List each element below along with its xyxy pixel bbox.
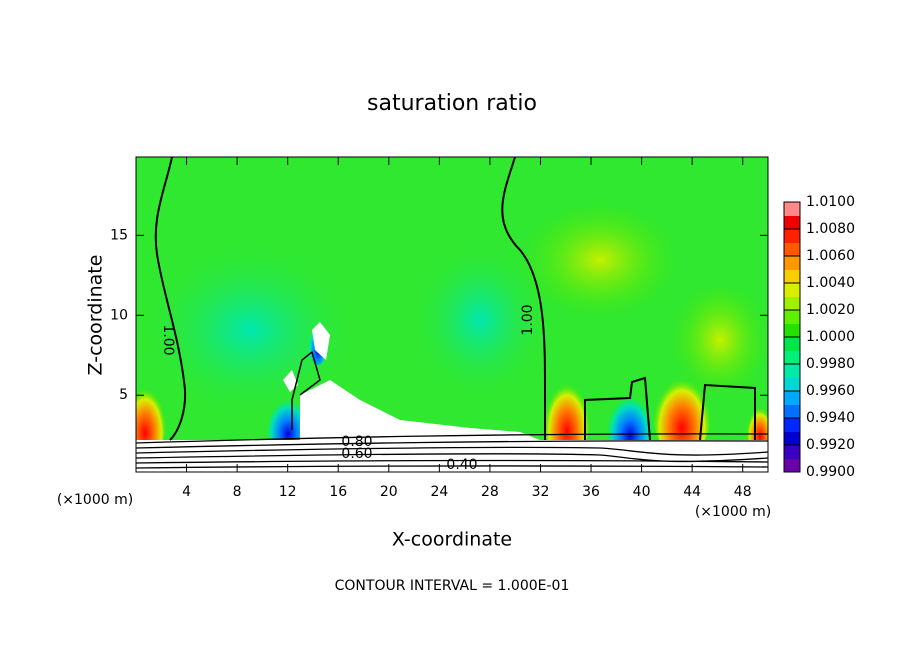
- chart-title: saturation ratio: [367, 91, 537, 116]
- colorbar-band: [784, 404, 800, 419]
- colorbar-band: [784, 445, 800, 459]
- colorbar-band: [784, 364, 800, 378]
- colorbar-band: [784, 391, 800, 405]
- colorbar-band: [784, 215, 800, 230]
- colorbar-band: [784, 256, 800, 270]
- y-tick-label: 5: [119, 387, 128, 403]
- colorbar-tick-label: 0.9900: [806, 464, 855, 480]
- colorbar-band: [784, 269, 800, 284]
- x-tick-label: 32: [532, 484, 550, 500]
- colorbar-band: [784, 431, 800, 446]
- colorbar-band: [784, 350, 800, 365]
- x-unit-label: (×1000 m): [57, 492, 133, 508]
- y-axis-label: Z-coordinate: [85, 255, 107, 376]
- contour-label: 1.00: [520, 304, 536, 335]
- colorbar-tick-label: 0.9940: [806, 410, 855, 426]
- colorbar-band: [784, 323, 800, 338]
- x-tick-label: 44: [683, 484, 701, 500]
- x-tick-label: 48: [734, 484, 752, 500]
- contour-label: 0.80: [341, 434, 372, 450]
- colorbar-tick-label: 1.0080: [806, 221, 855, 237]
- colorbar-band: [784, 283, 800, 297]
- x-tick-label: 12: [279, 484, 297, 500]
- colorbar-tick-label: 1.0060: [806, 248, 855, 264]
- y-tick-label: 10: [110, 307, 128, 323]
- footer: CONTOUR INTERVAL = 1.000E-01: [335, 578, 570, 594]
- colorbar-band: [784, 337, 800, 351]
- plot-frame: [135, 156, 769, 473]
- colorbar-band: [784, 458, 800, 473]
- x-tick-label: 8: [233, 484, 242, 500]
- x-tick-label: 24: [430, 484, 448, 500]
- colorbar-tick-label: 0.9920: [806, 437, 855, 453]
- contour-label: 1.00: [160, 324, 176, 355]
- colorbar-tick-label: 0.9980: [806, 356, 855, 372]
- x-tick-label: 40: [633, 484, 651, 500]
- colorbar-tick-label: 1.0020: [806, 302, 855, 318]
- colorbar-tick-label: 1.0040: [806, 275, 855, 291]
- x-tick-label: 36: [582, 484, 600, 500]
- colorbar-band: [784, 377, 800, 392]
- colorbar-tick-label: 0.9960: [806, 383, 855, 399]
- colorbar-tick-label: 1.0000: [806, 329, 855, 345]
- x-tick-label: 28: [481, 484, 499, 500]
- contour-label: 0.40: [446, 457, 477, 473]
- colorbar-band: [784, 202, 800, 216]
- x-tick-label: 4: [182, 484, 191, 500]
- contour-label: 0.60: [341, 446, 372, 462]
- colorbar-band: [784, 229, 800, 243]
- x-tick-label: 20: [380, 484, 398, 500]
- x-axis-label: X-coordinate: [392, 529, 512, 551]
- x-tick-label: 16: [329, 484, 347, 500]
- colorbar-band: [784, 296, 800, 311]
- colorbar-band: [784, 418, 800, 432]
- colorbar-band: [784, 310, 800, 324]
- y-tick-label: 15: [110, 227, 128, 243]
- field: [136, 157, 768, 472]
- colorbar-tick-label: 1.0100: [806, 194, 855, 210]
- x-unit-label: (×1000 m): [695, 504, 771, 520]
- colorbar-band: [784, 242, 800, 257]
